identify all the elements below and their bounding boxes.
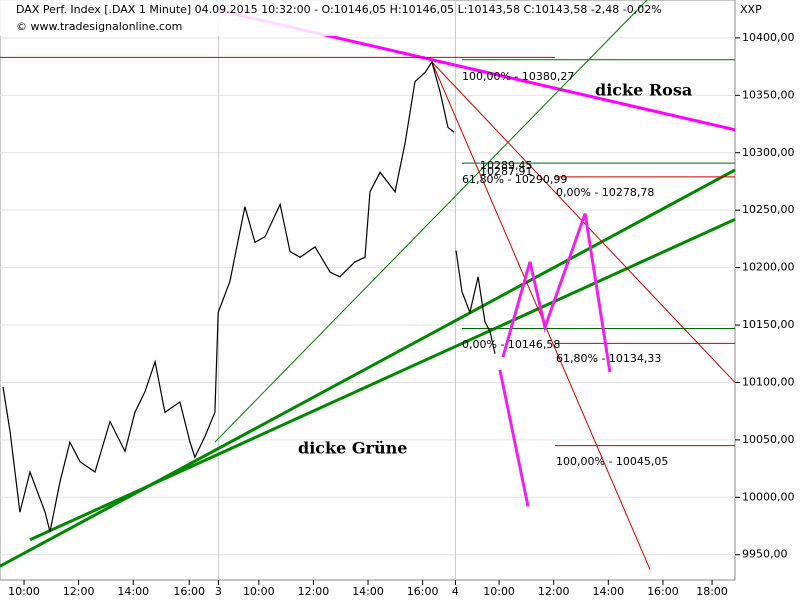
y-tick-label: 10200,00 [742,261,795,274]
y-tick-label: 10350,00 [742,88,795,101]
subtitle: © www.tradesignalonline.com [16,20,182,33]
x-tick-label: 16:00 [647,585,679,598]
annotation: 61,80% - 10134,33 [556,352,661,365]
annotation: 61,80% - 10290,99 [462,173,567,186]
y-tick-label: 9950,00 [742,548,788,561]
x-tick-label: 18:00 [696,585,728,598]
x-tick-label: 10:00 [483,585,515,598]
x-tick-label: 10:00 [8,585,40,598]
annotation: 100,00% - 10380,27 [462,70,574,83]
x-tick-label: 12:00 [538,585,570,598]
drawing-line [0,168,736,568]
y-tick-label: 10400,00 [742,31,795,44]
grid [0,0,735,580]
y-tick-label: 10000,00 [742,490,795,503]
y-tick-label: 10050,00 [742,433,795,446]
annotation: 100,00% - 10045,05 [556,455,668,468]
annotation: 10287,91 [480,165,533,178]
annotation: 0,00% - 10278,78 [556,186,654,199]
y-tick-label: 10150,00 [742,318,795,331]
annotation: 10289,45 [480,159,533,172]
x-tick-label: 16:00 [407,585,439,598]
drawing-line [498,369,530,507]
y-axis-label: XXP [740,3,762,16]
x-tick-label: 14:00 [592,585,624,598]
drawing-line [29,218,736,542]
drawings [0,0,736,570]
annotation: dicke Rosa [595,81,692,100]
x-tick-label: 14:00 [117,585,149,598]
header-bg [0,0,440,36]
x-tick-label: 10:00 [243,585,275,598]
drawing-line [214,0,648,443]
annotation: 0,00% - 10146,58 [462,338,560,351]
x-tick-label: 12:00 [298,585,330,598]
price-line [2,60,496,532]
x-tick-label: 14:00 [352,585,384,598]
y-tick-label: 10300,00 [742,146,795,159]
x-tick-label: 4 [452,585,459,598]
drawing-line [501,213,612,373]
y-tick-label: 10250,00 [742,203,795,216]
annotation: dicke Grüne [298,439,407,458]
x-tick-label: 16:00 [173,585,205,598]
x-tick-label: 3 [215,585,222,598]
chart-title: DAX Perf. Index [.DAX 1 Minute] 04.09.20… [16,3,662,16]
x-tick-label: 12:00 [63,585,95,598]
y-tick-label: 10100,00 [742,375,795,388]
